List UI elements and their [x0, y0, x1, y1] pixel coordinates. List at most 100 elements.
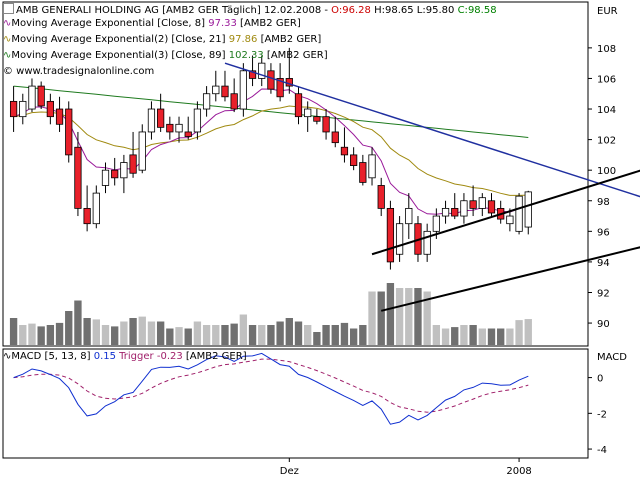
price-axis-tick-label: 100 [597, 166, 616, 177]
candle-body [184, 131, 192, 137]
candle-body [478, 197, 486, 209]
candle-body [239, 70, 247, 110]
price-axis-tick-label: 98 [597, 197, 610, 208]
trigger-line [13, 358, 529, 413]
volume-bar [193, 321, 202, 345]
ma89-suffix: [AMB2 GER] [266, 50, 328, 61]
ma21-line [13, 105, 529, 196]
ma8-label: Moving Average Exponential [Close, 8] [11, 18, 206, 29]
volume-bar [331, 325, 339, 345]
volume-bar [386, 283, 395, 345]
candle-body [83, 207, 91, 225]
candle-body [138, 131, 146, 171]
volume-bar [156, 321, 165, 345]
volume-bar [138, 316, 146, 345]
volume-bar [294, 321, 303, 345]
price-axis-tick-label: 108 [597, 44, 616, 55]
candle-body [120, 162, 128, 179]
trigger-label: Trigger [119, 351, 154, 362]
candle-body [368, 154, 376, 179]
low-value: 95.80 [425, 5, 455, 16]
volume-bar [478, 328, 486, 345]
volume-bar [395, 288, 404, 345]
price-axis-tick-label: 104 [597, 105, 616, 116]
volume-bar [74, 300, 82, 345]
volume-bar [230, 323, 238, 345]
volume-bar [441, 328, 450, 345]
volume-bar [313, 332, 321, 345]
volume-bar [120, 321, 128, 345]
volume-bar [65, 311, 73, 345]
volume-bar [432, 325, 441, 345]
candle-body [524, 191, 532, 228]
volume-bar [147, 321, 156, 345]
price-axis-tick-label: 96 [597, 227, 610, 238]
volume-bar [469, 325, 477, 345]
volume-bar [175, 327, 183, 345]
ma89-label: Moving Average Exponential(3) [Close, 89… [11, 50, 226, 61]
candle-body [276, 78, 284, 98]
volume-bar [267, 325, 275, 345]
candle-body [101, 169, 110, 186]
macd-icon: ∿ [3, 351, 12, 362]
date-label: 12.02.2008 [263, 5, 322, 16]
volume-bar [129, 318, 137, 345]
candle-body [515, 195, 523, 232]
volume-bar [101, 325, 110, 345]
volume-bar [285, 318, 293, 345]
volume-bar [451, 327, 459, 345]
volume-bar [202, 325, 211, 345]
info-icon [3, 3, 14, 14]
price-axis-tick-label: 92 [597, 288, 610, 299]
candle-body [74, 146, 82, 209]
candle-body [377, 185, 385, 209]
low-label: L: [416, 5, 426, 16]
high-value: 98.65 [384, 5, 414, 16]
candle-body [451, 207, 459, 217]
candle-body [37, 85, 45, 107]
ma21-icon: ∿ [3, 34, 12, 45]
volume-bar [359, 325, 367, 345]
candle-body [359, 162, 367, 183]
candle-body [221, 85, 229, 98]
close-value: 98.58 [467, 5, 497, 16]
candle-body [202, 93, 211, 110]
candle-body [230, 93, 238, 110]
trigger-value: -0.23 [156, 351, 183, 362]
volume-bar [37, 326, 45, 345]
candle-body [350, 154, 358, 166]
volume-bar [487, 328, 496, 345]
candle-body [506, 215, 514, 225]
candle-body [212, 85, 220, 95]
ma89-legend: ∿Moving Average Exponential(3) [Close, 8… [3, 50, 328, 62]
volume-bar [377, 291, 385, 345]
candle-body [166, 123, 174, 133]
candle-body [65, 108, 73, 156]
ma21-label: Moving Average Exponential(2) [Close, 21… [11, 34, 226, 45]
macd-label: MACD [5, 13, 8] [11, 351, 91, 362]
volume-bar [221, 325, 229, 345]
macd-axis-tick-label: -2 [597, 409, 607, 420]
downtrend-line [224, 62, 640, 198]
candle-body [129, 154, 137, 174]
volume-bar [83, 318, 91, 345]
candle-body [55, 108, 64, 125]
volume-bar [524, 319, 532, 345]
volume-bar [166, 328, 174, 345]
candle-body [395, 223, 404, 255]
time-axis-label: Dez [280, 466, 299, 477]
copyright: © www.tradesignalonline.com [3, 66, 155, 77]
high-label: H: [374, 5, 385, 16]
candle-body [28, 85, 36, 110]
volume-bar [248, 325, 257, 345]
volume-bar [414, 288, 422, 345]
candle-body [157, 108, 165, 128]
macd-axis-tick-label: -4 [597, 445, 607, 456]
ma89-line [13, 85, 529, 138]
price-axis-tick-label: 106 [597, 74, 616, 85]
macd-legend: ∿MACD [5, 13, 8] 0.15 Trigger -0.23 [AMB… [3, 351, 247, 363]
volume-bar [55, 322, 64, 345]
candle-body [441, 207, 450, 217]
